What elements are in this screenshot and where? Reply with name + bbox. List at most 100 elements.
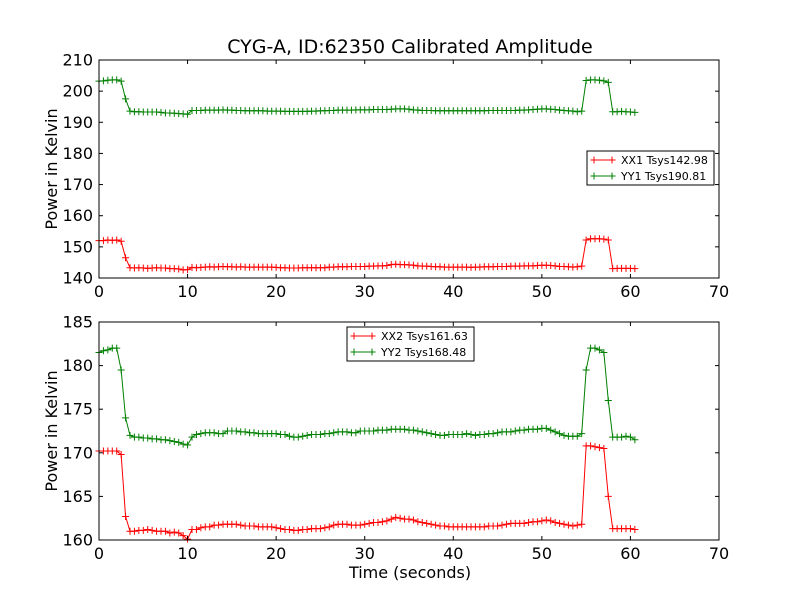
- data-point: [117, 77, 125, 85]
- top-panel: 0 10 20 30 40 50 60 70 140 150 160 170 180 190 200 210 P…: [42, 51, 729, 302]
- y-tick-label: 210: [62, 51, 93, 70]
- x-tick-label: 40: [443, 544, 463, 563]
- data-point: [250, 429, 258, 437]
- data-point: [219, 430, 227, 438]
- data-point: [489, 430, 497, 438]
- data-point: [126, 107, 134, 115]
- data-point: [113, 447, 121, 455]
- data-point: [370, 427, 378, 435]
- legend-marker: [350, 332, 358, 340]
- data-point: [401, 425, 409, 433]
- legend-label: YY2 Tsys168.48: [380, 346, 466, 359]
- plot-frame: [98, 321, 720, 541]
- y-tick-label: 185: [62, 313, 93, 332]
- data-point: [192, 526, 200, 534]
- data-point: [184, 110, 192, 118]
- x-tick-label: 20: [266, 282, 286, 301]
- data-point: [237, 521, 245, 529]
- legend-box: [586, 150, 715, 186]
- data-point: [179, 532, 187, 540]
- x-tick-label: 20: [266, 544, 286, 563]
- legend: XX1 Tsys142.98 YY1 Tsys190.81: [586, 150, 715, 186]
- data-point: [122, 254, 130, 262]
- data-point: [542, 424, 550, 432]
- data-point: [387, 515, 395, 523]
- x-tick-label: 70: [709, 544, 729, 563]
- data-point: [272, 524, 280, 532]
- data-point: [414, 518, 422, 526]
- data-point: [294, 526, 302, 534]
- x-tick-label: 0: [94, 544, 104, 563]
- x-tick-label: 10: [177, 544, 197, 563]
- data-point: [604, 236, 612, 244]
- x-tick-label: 50: [532, 282, 552, 301]
- data-point: [463, 430, 471, 438]
- data-point: [157, 108, 165, 116]
- data-point: [622, 432, 630, 440]
- data-point: [595, 346, 603, 354]
- y-axis-label: Power in Kelvin: [42, 108, 61, 229]
- data-point: [564, 521, 572, 529]
- data-point: [352, 429, 360, 437]
- data-point: [556, 430, 564, 438]
- data-point: [569, 522, 577, 530]
- data-point: [604, 492, 612, 500]
- data-point: [595, 444, 603, 452]
- data-point: [285, 526, 293, 534]
- data-point: [99, 237, 107, 245]
- legend-label: YY1 Tsys190.81: [620, 170, 706, 183]
- data-point: [494, 522, 502, 530]
- data-point: [161, 436, 169, 444]
- data-point: [511, 427, 519, 435]
- x-axis-label: Time (seconds): [348, 563, 471, 582]
- data-point: [325, 523, 333, 531]
- data-point: [153, 435, 161, 443]
- data-point: [383, 517, 391, 525]
- data-point: [556, 519, 564, 527]
- data-point: [277, 525, 285, 533]
- data-point: [432, 521, 440, 529]
- data-point: [409, 426, 417, 434]
- data-point: [618, 433, 626, 441]
- data-point: [343, 520, 351, 528]
- data-point: [396, 514, 404, 522]
- x-tick-label: 30: [355, 282, 375, 301]
- data-point: [232, 520, 240, 528]
- data-point: [595, 76, 603, 84]
- data-point: [330, 521, 338, 529]
- data-point: [582, 236, 590, 244]
- data-point: [392, 513, 400, 521]
- x-tick-label: 40: [443, 282, 463, 301]
- data-point: [175, 438, 183, 446]
- data-point: [582, 366, 590, 374]
- data-point: [139, 526, 147, 534]
- data-point: [525, 519, 533, 527]
- series-1: [95, 235, 639, 274]
- data-point: [316, 525, 324, 533]
- legend-label: XX2 Tsys161.63: [381, 330, 468, 343]
- y-tick-label: 160: [62, 531, 93, 550]
- data-point: [170, 437, 178, 445]
- data-point: [122, 414, 130, 422]
- data-point: [533, 425, 541, 433]
- data-point: [591, 344, 599, 352]
- y-tick-label: 175: [62, 400, 93, 419]
- x-tick-label: 70: [709, 282, 729, 301]
- data-point: [547, 426, 555, 434]
- chart-title: CYG-A, ID:62350 Calibrated Amplitude: [227, 36, 592, 58]
- y-tick-label: 180: [62, 144, 93, 163]
- data-point: [587, 442, 595, 450]
- data-point: [591, 443, 599, 451]
- data-point: [560, 431, 568, 439]
- data-point: [631, 436, 639, 444]
- x-tick-label: 10: [177, 282, 197, 301]
- data-point: [365, 519, 373, 527]
- data-point: [533, 518, 541, 526]
- data-point: [582, 77, 590, 85]
- data-point: [378, 518, 386, 526]
- data-point: [215, 521, 223, 529]
- data-point: [578, 520, 586, 528]
- series-2: [95, 344, 639, 449]
- data-point: [117, 366, 125, 374]
- y-tick-label: 180: [62, 356, 93, 375]
